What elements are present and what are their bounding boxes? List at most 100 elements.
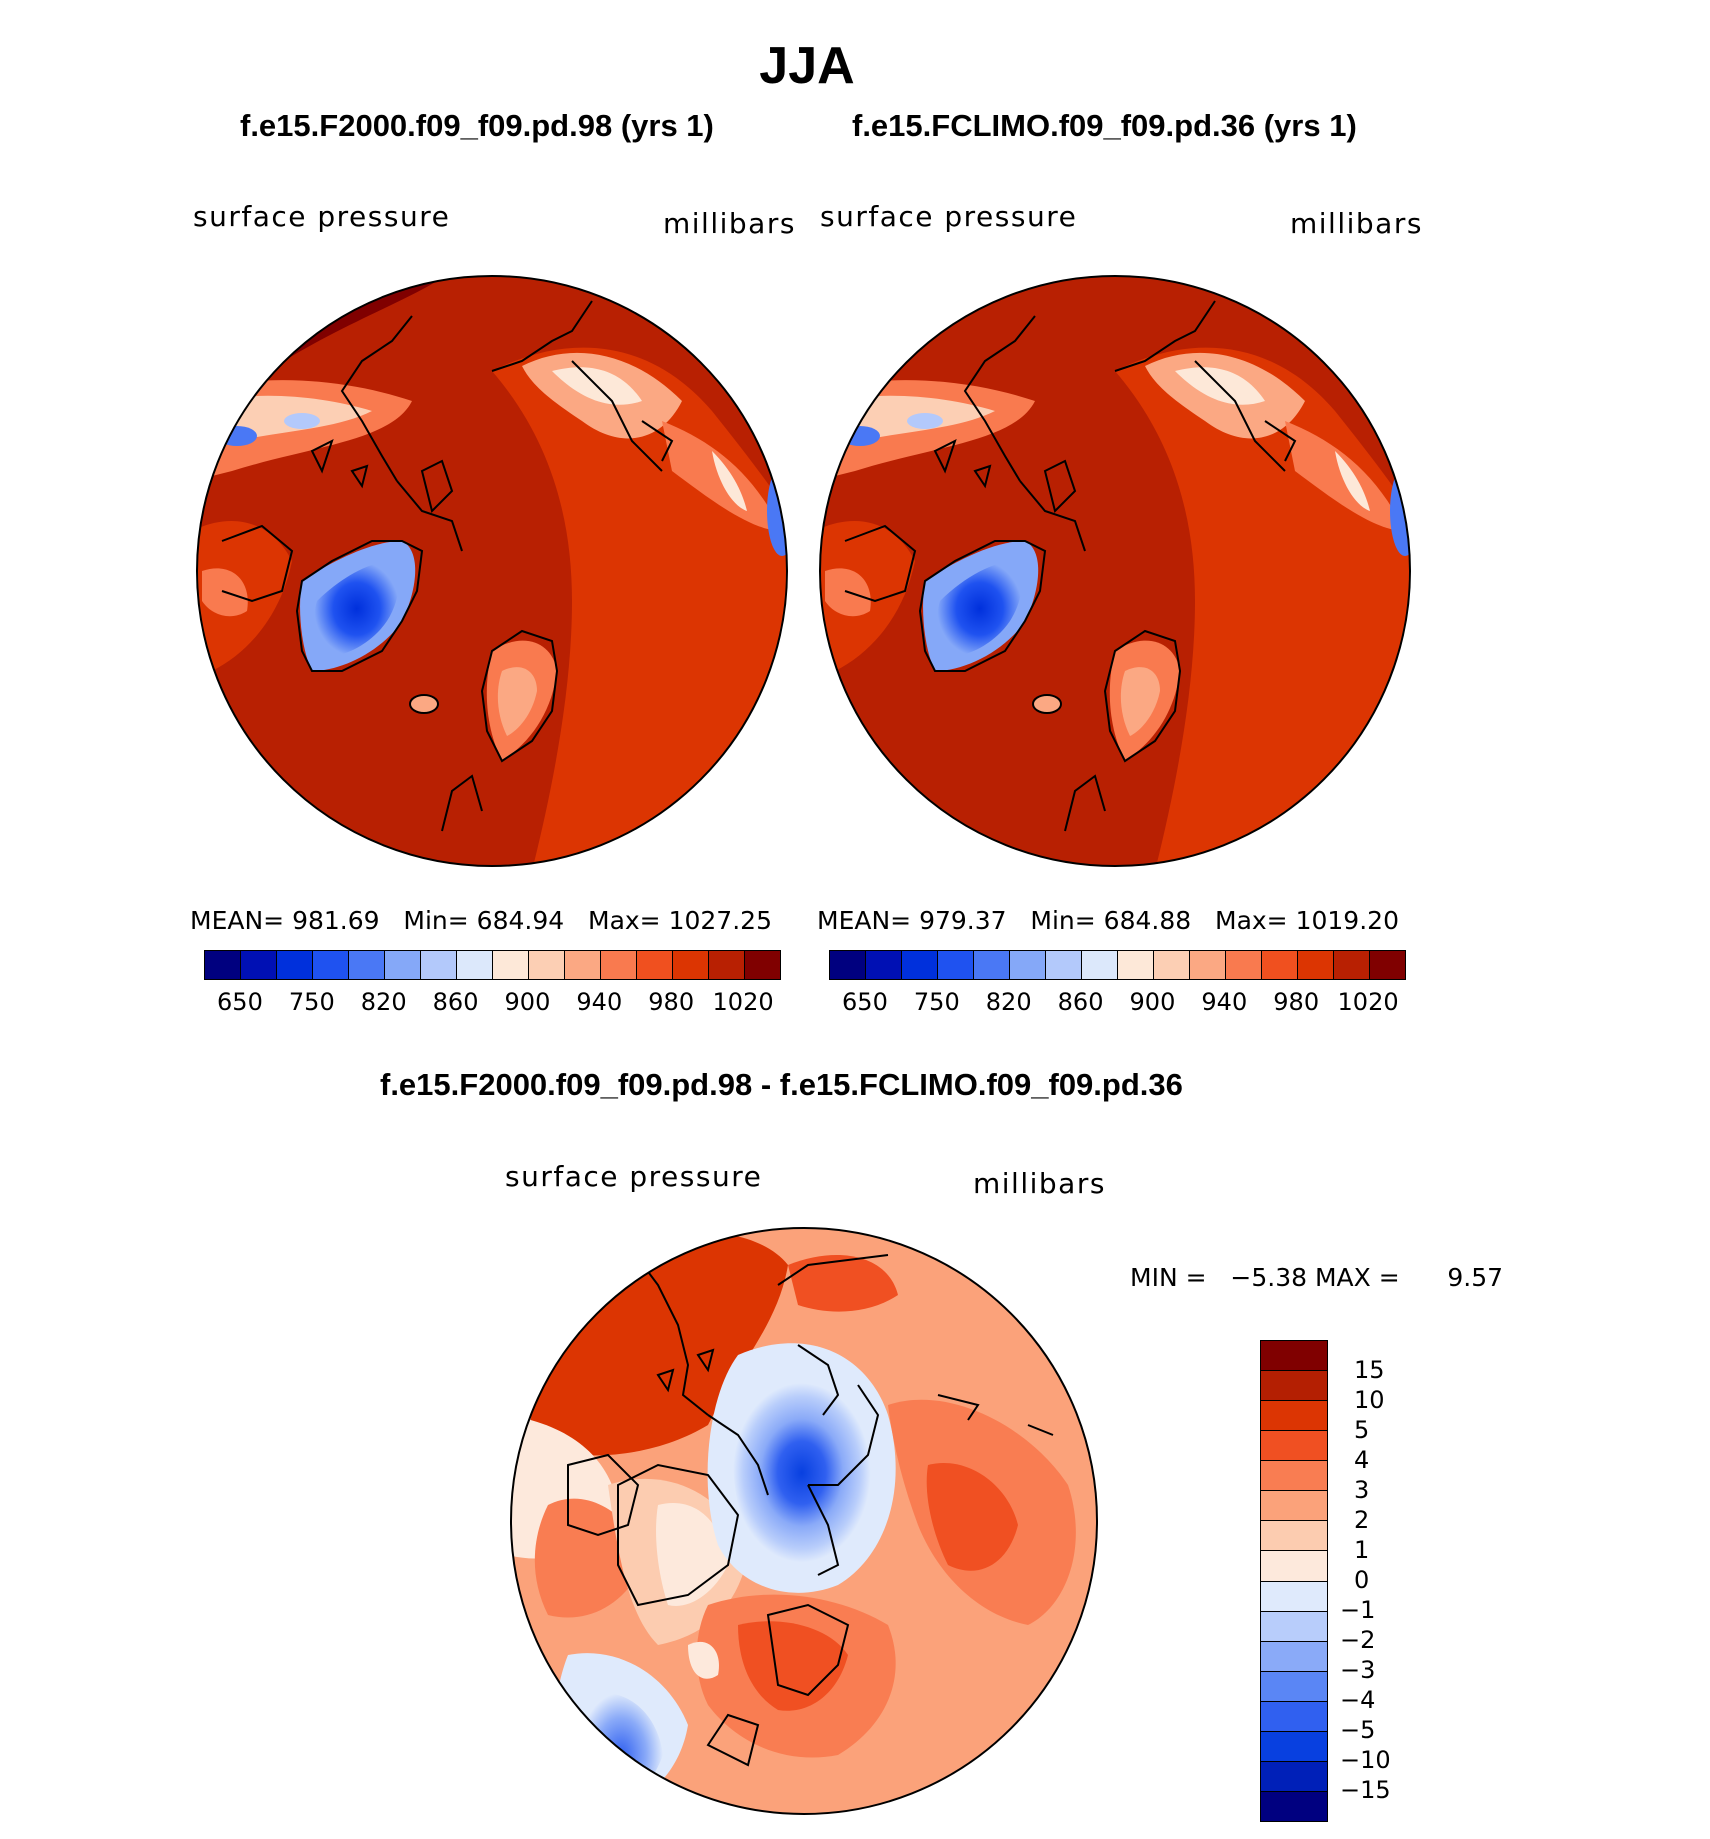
difference-colorbar-ticks: −15 −10 −5 −4 −3 −2 −1 0 1 2 3 4 5 10 15 bbox=[1340, 1340, 1420, 1820]
colorbar-swatch bbox=[938, 951, 974, 979]
panel2-units: millibars bbox=[1290, 207, 1423, 240]
colorbar-swatch bbox=[529, 951, 565, 979]
colorbar-tick-label: 650 bbox=[842, 988, 888, 1016]
mean-value: 979.37 bbox=[919, 906, 1007, 935]
colorbar-tick-label: 1020 bbox=[712, 988, 774, 1016]
mean-label: MEAN= bbox=[190, 906, 285, 935]
colorbar-swatch bbox=[1298, 951, 1334, 979]
colorbar-swatch bbox=[1261, 1730, 1327, 1761]
colorbar-swatch bbox=[637, 951, 673, 979]
colorbar-tick-label: 3 bbox=[1354, 1476, 1370, 1504]
panel2-title: f.e15.FCLIMO.f09_f09.pd.36 (yrs 1) bbox=[852, 108, 1357, 143]
colorbar-swatch bbox=[457, 951, 493, 979]
panel1-colorbar bbox=[204, 950, 781, 980]
panel2-stats: MEAN= 979.37 Min= 684.88 Max= 1019.20 bbox=[817, 906, 1399, 935]
difference-variable: surface pressure bbox=[505, 1160, 763, 1193]
colorbar-tick-label: 1020 bbox=[1337, 988, 1399, 1016]
colorbar-swatch bbox=[1118, 951, 1154, 979]
colorbar-tick-label: −2 bbox=[1340, 1626, 1376, 1654]
colorbar-tick-label: 980 bbox=[648, 988, 695, 1016]
colorbar-tick-label: 1 bbox=[1354, 1536, 1370, 1564]
max-value: 9.57 bbox=[1447, 1263, 1504, 1292]
max-value: 1027.25 bbox=[668, 906, 772, 935]
colorbar-swatch bbox=[601, 951, 637, 979]
colorbar-swatch bbox=[1261, 1550, 1327, 1581]
colorbar-swatch bbox=[1261, 1760, 1327, 1791]
min-value: 684.94 bbox=[476, 906, 565, 935]
colorbar-swatch bbox=[1154, 951, 1190, 979]
colorbar-swatch bbox=[1261, 1700, 1327, 1731]
mean-label: MEAN= bbox=[817, 906, 912, 935]
max-label: Max= bbox=[1215, 906, 1288, 935]
colorbar-swatch bbox=[1262, 951, 1298, 979]
colorbar-swatch bbox=[277, 951, 313, 979]
colorbar-swatch bbox=[1261, 1430, 1327, 1461]
min-label: Min= bbox=[403, 906, 469, 935]
colorbar-tick-label: 900 bbox=[504, 988, 551, 1016]
colorbar-tick-label: −3 bbox=[1340, 1656, 1376, 1684]
min-label: Min= bbox=[1030, 906, 1096, 935]
colorbar-tick-label: 820 bbox=[360, 988, 407, 1016]
max-label: MAX = bbox=[1314, 1263, 1400, 1292]
colorbar-tick-label: 860 bbox=[432, 988, 479, 1016]
colorbar-swatch bbox=[709, 951, 745, 979]
difference-units: millibars bbox=[973, 1167, 1106, 1200]
colorbar-tick-label: 5 bbox=[1354, 1416, 1370, 1444]
colorbar-swatch bbox=[1010, 951, 1046, 979]
colorbar-swatch bbox=[1261, 1580, 1327, 1611]
min-value: 684.88 bbox=[1103, 906, 1192, 935]
colorbar-tick-label: −15 bbox=[1340, 1776, 1391, 1804]
mean-value: 981.69 bbox=[292, 906, 380, 935]
colorbar-swatch bbox=[313, 951, 349, 979]
panel1-variable: surface pressure bbox=[193, 200, 451, 233]
colorbar-swatch bbox=[349, 951, 385, 979]
colorbar-tick-label: 650 bbox=[217, 988, 263, 1016]
colorbar-tick-label: −1 bbox=[1340, 1596, 1376, 1624]
colorbar-tick-label: 15 bbox=[1354, 1356, 1385, 1384]
colorbar-tick-label: −10 bbox=[1340, 1746, 1391, 1774]
colorbar-swatch bbox=[385, 951, 421, 979]
colorbar-swatch bbox=[1261, 1610, 1327, 1641]
difference-stats: MIN = −5.38 MAX = 9.57 bbox=[1130, 1263, 1503, 1292]
min-value: −5.38 bbox=[1230, 1263, 1308, 1292]
colorbar-swatch bbox=[1261, 1400, 1327, 1431]
colorbar-tick-label: 2 bbox=[1354, 1506, 1370, 1534]
colorbar-tick-label: 940 bbox=[1201, 988, 1248, 1016]
colorbar-swatch bbox=[1261, 1640, 1327, 1671]
colorbar-swatch bbox=[421, 951, 457, 979]
colorbar-swatch bbox=[205, 951, 241, 979]
panel2-map bbox=[819, 275, 1411, 867]
colorbar-tick-label: −4 bbox=[1340, 1686, 1376, 1714]
colorbar-swatch bbox=[1046, 951, 1082, 979]
difference-map bbox=[510, 1227, 1098, 1815]
colorbar-tick-label: 0 bbox=[1354, 1566, 1370, 1594]
colorbar-tick-label: 820 bbox=[985, 988, 1032, 1016]
panel2-colorbar-ticks: 650 750 820 860 900 940 980 1020 bbox=[829, 988, 1404, 1018]
max-value: 1019.20 bbox=[1295, 906, 1399, 935]
colorbar-swatch bbox=[565, 951, 601, 979]
colorbar-swatch bbox=[1261, 1460, 1327, 1491]
colorbar-swatch bbox=[1370, 951, 1405, 979]
colorbar-swatch bbox=[1261, 1490, 1327, 1521]
colorbar-swatch bbox=[1082, 951, 1118, 979]
colorbar-tick-label: −5 bbox=[1340, 1716, 1376, 1744]
min-label: MIN = bbox=[1130, 1263, 1207, 1292]
panel1-colorbar-ticks: 650 750 820 860 900 940 980 1020 bbox=[204, 988, 779, 1018]
colorbar-swatch bbox=[745, 951, 780, 979]
difference-title: f.e15.F2000.f09_f09.pd.98 - f.e15.FCLIMO… bbox=[380, 1067, 1183, 1102]
colorbar-swatch bbox=[1261, 1520, 1327, 1551]
colorbar-swatch bbox=[1261, 1341, 1327, 1371]
panel1-title: f.e15.F2000.f09_f09.pd.98 (yrs 1) bbox=[240, 108, 714, 143]
page-title: JJA bbox=[759, 37, 855, 95]
colorbar-swatch bbox=[1261, 1670, 1327, 1701]
colorbar-swatch bbox=[1261, 1790, 1327, 1821]
difference-colorbar bbox=[1260, 1340, 1328, 1822]
panel2-colorbar bbox=[829, 950, 1406, 980]
panel1-units: millibars bbox=[663, 207, 796, 240]
colorbar-tick-label: 4 bbox=[1354, 1446, 1370, 1474]
colorbar-swatch bbox=[974, 951, 1010, 979]
colorbar-swatch bbox=[493, 951, 529, 979]
colorbar-tick-label: 750 bbox=[288, 988, 335, 1016]
panel1-stats: MEAN= 981.69 Min= 684.94 Max= 1027.25 bbox=[190, 906, 772, 935]
colorbar-swatch bbox=[1190, 951, 1226, 979]
